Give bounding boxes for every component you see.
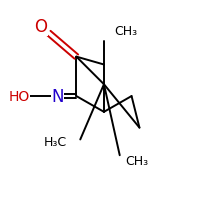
Text: N: N xyxy=(51,88,64,106)
Text: O: O xyxy=(34,18,47,36)
Text: H₃C: H₃C xyxy=(43,136,66,149)
Text: HO: HO xyxy=(9,90,30,104)
Text: CH₃: CH₃ xyxy=(114,25,137,38)
Text: CH₃: CH₃ xyxy=(126,155,149,168)
